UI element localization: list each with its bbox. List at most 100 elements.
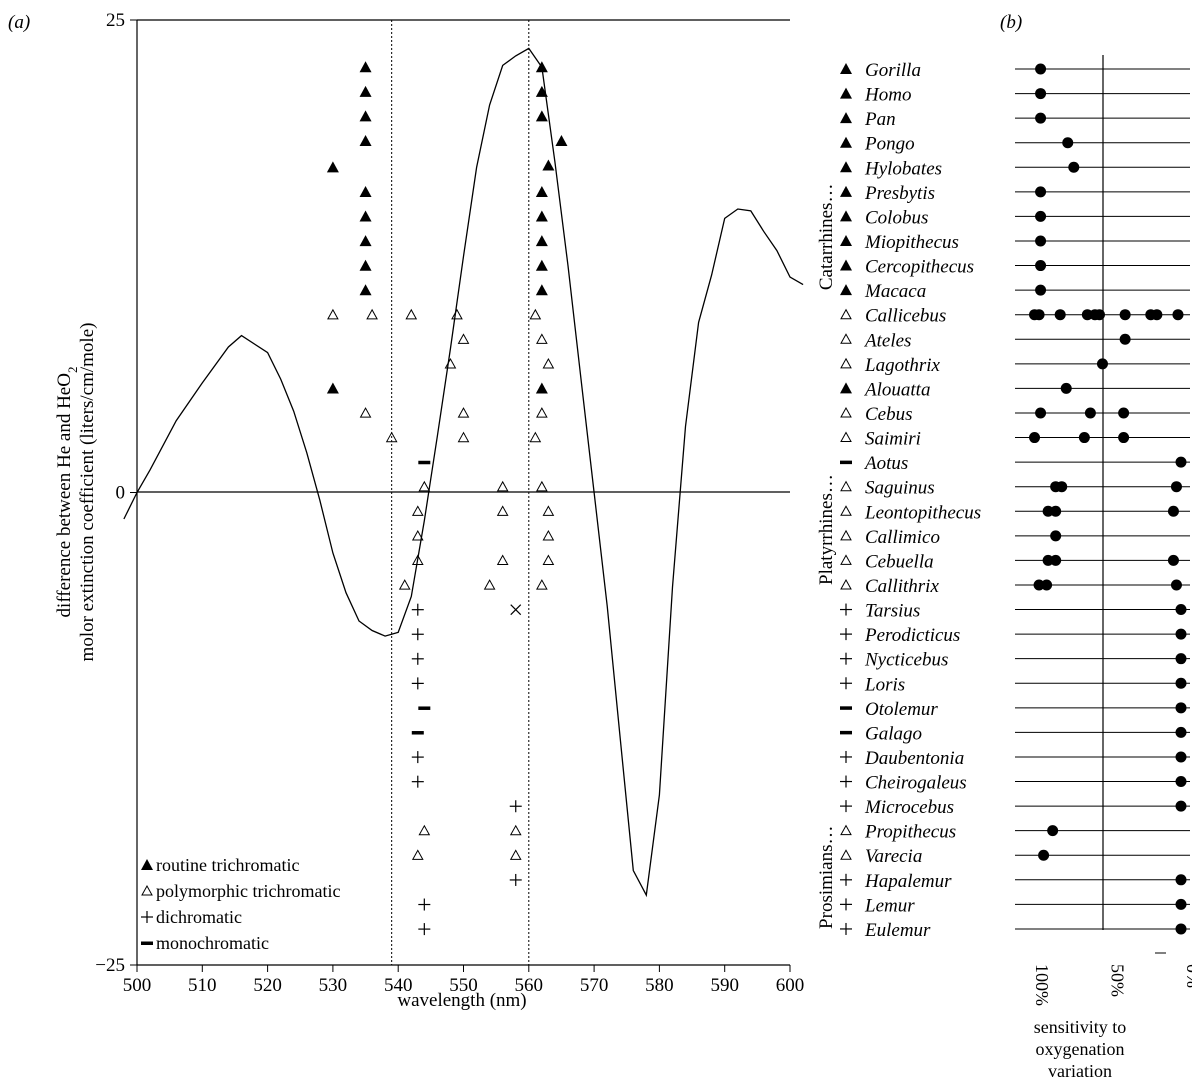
routine-trichromatic-marker [542,159,555,171]
routine-trichromatic-marker [535,284,548,296]
sensitivity-dot [1041,579,1053,591]
x-tick-label: 520 [253,975,282,996]
dichromatic-marker [840,750,852,763]
genus-name: Pan [864,109,896,130]
routine-trichromatic-marker [840,161,852,173]
routine-trichromatic-marker [359,210,372,222]
sensitivity-dot [1035,235,1047,247]
polymorphic-trichromatic-marker [411,505,424,516]
routine-trichromatic-marker [326,382,339,394]
sensitivity-dot [1175,898,1187,910]
dichromatic-marker [840,628,852,641]
genus-name: Colobus [865,207,928,228]
genus-name: Alouatta [863,379,930,400]
sensitivity-dot [1035,210,1047,222]
polymorphic-trichromatic-marker [411,849,424,860]
polymorphic-trichromatic-marker [411,529,424,541]
genus-name: Eulemur [864,920,931,941]
polymorphic-trichromatic-marker [840,357,852,369]
polymorphic-trichromatic-marker [418,824,431,836]
genus-row: Propithecus [840,822,1190,843]
polymorphic-trichromatic-marker [840,529,852,541]
polymorphic-trichromatic-marker [536,333,548,344]
polymorphic-trichromatic-marker [840,333,852,344]
genus-name: Ateles [863,330,911,351]
x-tick-label: 600 [776,975,805,996]
routine-trichromatic-marker [840,284,852,296]
polymorphic-trichromatic-marker [536,407,548,418]
sensitivity-dot [1035,260,1047,272]
dichromatic-marker [840,873,852,886]
routine-trichromatic-marker [359,284,372,296]
x-axis-label-line: oxygenation [1036,1039,1125,1059]
dichromatic-marker [509,873,522,886]
sensitivity-dot [1175,604,1187,616]
genus-row: Macaca [840,281,1190,302]
routine-trichromatic-marker [359,259,372,271]
genus-row: Pongo [840,134,1190,155]
sensitivity-dot [1054,309,1066,321]
genus-name: Macaca [864,281,926,302]
genus-name: Nycticebus [864,650,948,671]
genus-row: Saguinus [840,478,1190,499]
difference-curve [123,47,804,898]
sensitivity-dot [1093,309,1105,321]
polymorphic-trichromatic-marker [840,824,852,836]
sensitivity-dot [1167,505,1179,517]
polymorphic-trichromatic-marker [457,431,470,443]
x-axis-label-line: variation [1048,1061,1112,1081]
polymorphic-trichromatic-marker [840,431,852,443]
x-axis-label-line: sensitivity to [1034,1017,1127,1037]
routine-trichromatic-marker [535,61,548,73]
dichromatic-marker [840,677,852,690]
x-tick-label: 590 [710,975,739,996]
x-tick-label: 100% [1032,964,1052,1006]
legend-item: dichromatic [141,907,242,927]
x-tick-label: 550 [449,975,478,996]
genus-row: Lagothrix [840,355,1190,376]
genus-row: Cebuella [840,551,1190,572]
dichromatic-marker [411,603,424,616]
sensitivity-dot [1035,63,1047,75]
genus-name: Cheirogaleus [865,773,967,794]
genus-name: Callicebus [865,306,946,327]
sensitivity-dot [1050,530,1062,542]
y-axis-label-line1: difference between He and HeO2 [54,367,80,618]
sensitivity-dot [1175,677,1187,689]
legend: routine trichromatic polymorphic trichrom… [141,855,340,953]
dichromatic-marker [840,922,852,935]
sensitivity-dot [1042,554,1054,566]
genus-name: Callithrix [865,576,939,597]
polymorphic-trichromatic-marker [536,480,548,492]
routine-trichromatic-marker [840,87,852,99]
genus-row: Hapalemur [840,871,1190,892]
dichromatic-marker [411,652,424,665]
polymorphic-trichromatic-marker [840,308,852,320]
monochromatic-marker [840,706,852,710]
sensitivity-dot [1119,333,1131,345]
genus-row: Gorilla [840,60,1190,81]
routine-trichromatic-marker [840,234,852,246]
polymorphic-trichromatic-marker [840,480,852,492]
dichromatic-marker [418,898,431,911]
monochromatic-marker [411,731,424,735]
genus-name: Hylobates [864,158,942,179]
genus-row: Callimico [840,527,1190,548]
genus-name: Cebus [865,404,913,425]
dichromatic-marker [509,800,522,813]
sensitivity-dot [1060,382,1072,394]
polymorphic-trichromatic-marker [444,357,457,369]
sensitivity-dot [1172,309,1184,321]
polymorphic-trichromatic-legend-marker [141,884,153,896]
polymorphic-trichromatic-marker [398,579,411,590]
polymorphic-trichromatic-marker [457,407,470,418]
sensitivity-dot [1050,505,1062,517]
genus-name: Homo [864,85,911,106]
genus-name: Perodicticus [864,625,960,646]
sensitivity-dot [1033,309,1045,321]
routine-trichromatic-marker [359,134,372,146]
genus-name: Otolemur [865,699,938,720]
genus-name: Pongo [864,134,915,155]
sensitivity-dot [1175,628,1187,640]
genus-row: Tarsius [840,601,1190,622]
